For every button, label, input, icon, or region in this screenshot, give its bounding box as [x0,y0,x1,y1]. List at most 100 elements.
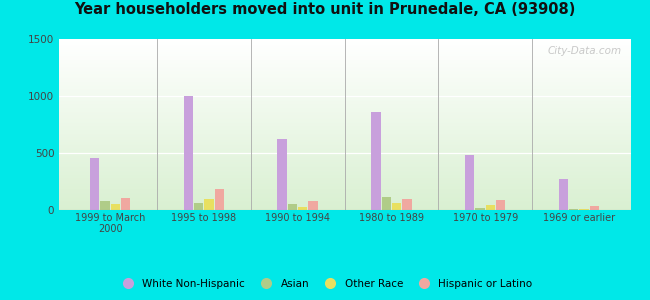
Bar [58,125,630,126]
Bar [58,204,630,205]
Bar [58,57,630,58]
Bar [58,80,630,81]
Bar [58,158,630,159]
Bar [486,206,495,210]
Bar [58,126,630,127]
Bar [58,201,630,202]
Bar [58,194,630,195]
Text: City-Data.com: City-Data.com [548,46,622,56]
Bar [58,170,630,171]
Bar [58,45,630,46]
Bar [58,202,630,203]
Bar [58,110,630,111]
Bar [204,199,214,210]
Bar [58,99,630,100]
Bar [58,118,630,119]
Bar [58,173,630,174]
Bar [58,127,630,128]
Bar [58,149,630,150]
Bar [58,196,630,197]
Bar [58,59,630,60]
Bar [58,189,630,190]
Bar [58,199,630,200]
Bar [58,106,630,107]
Bar [58,182,630,183]
Bar [58,188,630,189]
Bar [58,78,630,79]
Bar [58,192,630,193]
Bar [58,154,630,155]
Bar [58,65,630,66]
Bar [58,185,630,186]
Bar [58,82,630,83]
Bar [58,89,630,90]
Bar [392,202,401,210]
Bar [58,187,630,188]
Bar [58,81,630,82]
Bar [90,158,99,210]
Bar [402,199,411,210]
Bar [58,46,630,47]
Bar [58,203,630,204]
Bar [58,152,630,153]
Bar [58,121,630,122]
Bar [58,73,630,74]
Bar [58,105,630,106]
Bar [58,135,630,136]
Bar [58,190,630,191]
Bar [58,61,630,62]
Bar [58,92,630,93]
Bar [58,169,630,170]
Bar [58,100,630,101]
Bar [58,77,630,78]
Bar [58,207,630,208]
Bar [121,198,130,210]
Bar [58,101,630,102]
Bar [58,151,630,152]
Bar [194,202,203,210]
Bar [58,171,630,172]
Bar [58,41,630,42]
Bar [58,163,630,164]
Bar [308,201,318,210]
Bar [58,40,630,41]
Bar [58,118,630,119]
Bar [58,62,630,63]
Bar [58,159,630,160]
Bar [58,145,630,146]
Bar [58,130,630,131]
Bar [58,56,630,57]
Bar [58,107,630,108]
Bar [58,197,630,198]
Bar [569,209,578,210]
Bar [58,71,630,72]
Bar [58,195,630,196]
Bar [58,138,630,139]
Bar [214,189,224,210]
Bar [58,181,630,182]
Text: Year householders moved into unit in Prunedale, CA (93908): Year householders moved into unit in Pru… [74,2,576,16]
Bar [58,49,630,50]
Bar [58,84,630,85]
Bar [58,53,630,54]
Bar [58,72,630,73]
Bar [58,104,630,105]
Bar [58,209,630,210]
Bar [58,85,630,86]
Bar [58,76,630,77]
Bar [58,100,630,101]
Bar [58,200,630,201]
Bar [465,155,474,210]
Bar [298,207,307,210]
Bar [278,139,287,210]
Bar [58,70,630,71]
Bar [58,44,630,45]
Bar [58,147,630,148]
Bar [58,47,630,48]
Bar [58,184,630,185]
Bar [58,54,630,55]
Bar [58,162,630,163]
Bar [58,58,630,59]
Bar [58,156,630,157]
Bar [58,193,630,194]
